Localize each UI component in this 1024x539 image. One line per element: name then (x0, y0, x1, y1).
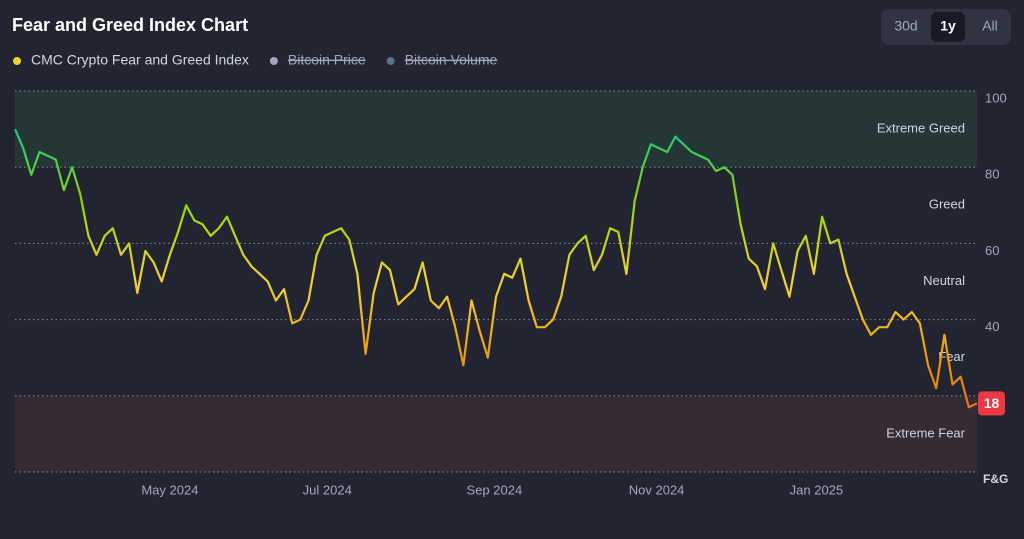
legend-dot (269, 57, 278, 65)
zone-band (15, 91, 977, 168)
chart-title: Fear and Greed Index Chart (12, 15, 248, 35)
y-tick-label: 60 (985, 243, 999, 258)
legend-label[interactable]: Bitcoin Volume (405, 52, 498, 68)
range-button-selected[interactable] (931, 12, 965, 42)
y-tick-label: 80 (985, 167, 999, 182)
index-line (13, 128, 978, 409)
range-button[interactable]: 30d (894, 18, 917, 34)
x-tick-label: Nov 2024 (629, 482, 685, 497)
zone-label: Extreme Greed (877, 121, 965, 136)
legend-dot (386, 57, 395, 65)
x-tick-label: Jul 2024 (303, 482, 352, 497)
zone-band (15, 395, 977, 472)
x-tick-label: Sep 2024 (467, 482, 523, 497)
y-tick-label: 40 (985, 319, 999, 334)
zone-label: Greed (929, 197, 965, 212)
last-value-badge (978, 391, 1005, 416)
legend-label[interactable]: Bitcoin Price (288, 52, 366, 68)
legend-dot (13, 57, 21, 65)
x-tick-label: May 2024 (141, 482, 198, 497)
y-tick-label: 100 (985, 90, 1007, 105)
zone-label: Extreme Fear (886, 425, 965, 440)
range-button[interactable]: 1y (940, 18, 956, 34)
zone-label: Fear (938, 349, 965, 364)
x-tick-label: Jan 2025 (790, 482, 844, 497)
zone-label: Neutral (923, 273, 965, 288)
legend-label[interactable]: CMC Crypto Fear and Greed Index (31, 52, 249, 68)
last-value-label: 18 (984, 395, 1000, 411)
range-button[interactable]: All (982, 18, 998, 34)
y-axis-label: F&G (983, 472, 1008, 486)
